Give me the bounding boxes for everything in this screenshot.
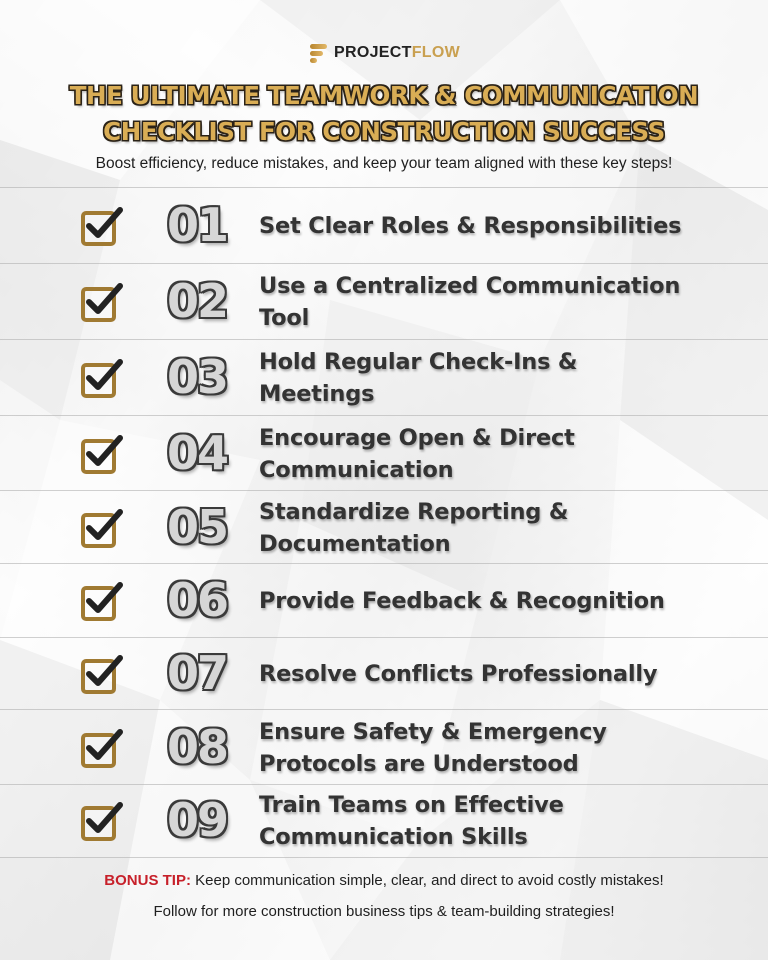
checkbox-checked-icon — [80, 654, 124, 696]
step-label: Encourage Open & Direct Communication — [259, 425, 575, 483]
step-number: 03 — [166, 350, 229, 404]
checkbox-checked-icon — [80, 282, 124, 324]
step-number: 05 — [166, 500, 229, 554]
checklist-item: 07 Resolve Conflicts Professionally — [0, 637, 768, 710]
checkbox-checked-icon — [80, 206, 124, 248]
checkbox-checked-icon — [80, 801, 124, 843]
page-title-line2: CHECKLIST FOR CONSTRUCTION SUCCESS — [103, 117, 665, 146]
step-number: 01 — [166, 198, 229, 252]
checklist-item: 08 Ensure Safety & Emergency Protocols are… — [0, 709, 768, 785]
checklist-item: 09 Train Teams on Effective Communication … — [0, 784, 768, 858]
brand-name: PROJECTFLOW — [334, 44, 460, 62]
bonus-tip: BONUS TIP: Keep communication simple, cl… — [0, 872, 768, 889]
checklist-item: 06 Provide Feedback & Recognition — [0, 563, 768, 638]
step-label: Standardize Reporting & Documentation — [259, 499, 569, 557]
step-number: 04 — [166, 426, 229, 480]
page-subtitle: Boost efficiency, reduce mistakes, and k… — [95, 155, 673, 172]
bonus-tip-label: BONUS TIP: — [104, 872, 191, 889]
checklist-item: 04 Encourage Open & Direct Communication — [0, 415, 768, 491]
step-label: Resolve Conflicts Professionally — [259, 661, 658, 687]
brand-header: PROJECTFLOW — [0, 40, 768, 66]
step-number: 02 — [166, 274, 229, 328]
step-number: 08 — [166, 720, 229, 774]
step-label: Provide Feedback & Recognition — [259, 588, 665, 614]
projectflow-logo-icon — [308, 43, 328, 63]
checkbox-checked-icon — [80, 434, 124, 476]
brand-name-part1: PROJECT — [334, 44, 412, 61]
checklist-item: 02 Use a Centralized Communication Tool — [0, 263, 768, 340]
step-number: 06 — [166, 573, 229, 627]
checklist-item: 01 Set Clear Roles & Responsibilities — [0, 187, 768, 264]
step-label: Train Teams on Effective Communication Sk… — [259, 792, 564, 850]
brand-name-part2: FLOW — [411, 44, 460, 61]
checklist-item: 05 Standardize Reporting & Documentation — [0, 490, 768, 564]
checkbox-checked-icon — [80, 508, 124, 550]
footer-cta: Follow for more construction business ti… — [153, 903, 615, 920]
step-label: Use a Centralized Communication Tool — [259, 273, 681, 331]
checkbox-checked-icon — [80, 358, 124, 400]
step-number: 07 — [166, 646, 229, 700]
step-label: Set Clear Roles & Responsibilities — [259, 213, 682, 239]
checkbox-checked-icon — [80, 581, 124, 623]
checklist-item: 03 Hold Regular Check-Ins & Meetings — [0, 339, 768, 416]
step-label: Ensure Safety & Emergency Protocols are U… — [259, 719, 607, 777]
checkbox-checked-icon — [80, 728, 124, 770]
page-title-line1: THE ULTIMATE TEAMWORK & COMMUNICATION — [69, 81, 699, 110]
step-number: 09 — [166, 793, 229, 847]
bonus-tip-text: Keep communication simple, clear, and di… — [190, 872, 664, 889]
step-label: Hold Regular Check-Ins & Meetings — [259, 349, 578, 407]
